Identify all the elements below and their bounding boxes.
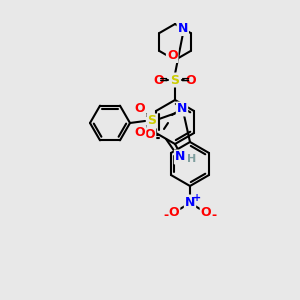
- Text: O: O: [135, 103, 145, 116]
- Text: =: =: [182, 75, 190, 85]
- Text: O: O: [201, 206, 211, 218]
- Text: N: N: [177, 103, 187, 116]
- Text: O: O: [167, 49, 178, 62]
- Text: S: S: [170, 74, 179, 86]
- Text: +: +: [193, 193, 201, 203]
- Text: N: N: [178, 22, 188, 35]
- Text: -: -: [164, 208, 169, 221]
- Text: =: =: [159, 75, 169, 85]
- Text: H: H: [188, 154, 196, 164]
- Text: O: O: [154, 74, 164, 86]
- Text: N: N: [175, 151, 185, 164]
- Text: O: O: [145, 128, 155, 142]
- Text: O: O: [169, 206, 179, 218]
- Text: N: N: [185, 196, 195, 208]
- Text: -: -: [212, 208, 217, 221]
- Text: O: O: [135, 127, 145, 140]
- Text: O: O: [186, 74, 196, 86]
- Text: S: S: [148, 115, 157, 128]
